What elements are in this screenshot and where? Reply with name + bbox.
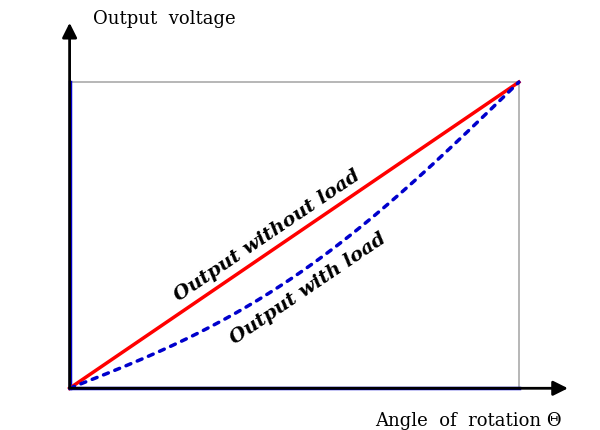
Text: Angle  of  rotation Θ: Angle of rotation Θ (376, 411, 562, 429)
Text: Output without load: Output without load (170, 166, 363, 304)
Text: Output  voltage: Output voltage (92, 10, 235, 28)
Text: Output with load: Output with load (227, 229, 389, 347)
